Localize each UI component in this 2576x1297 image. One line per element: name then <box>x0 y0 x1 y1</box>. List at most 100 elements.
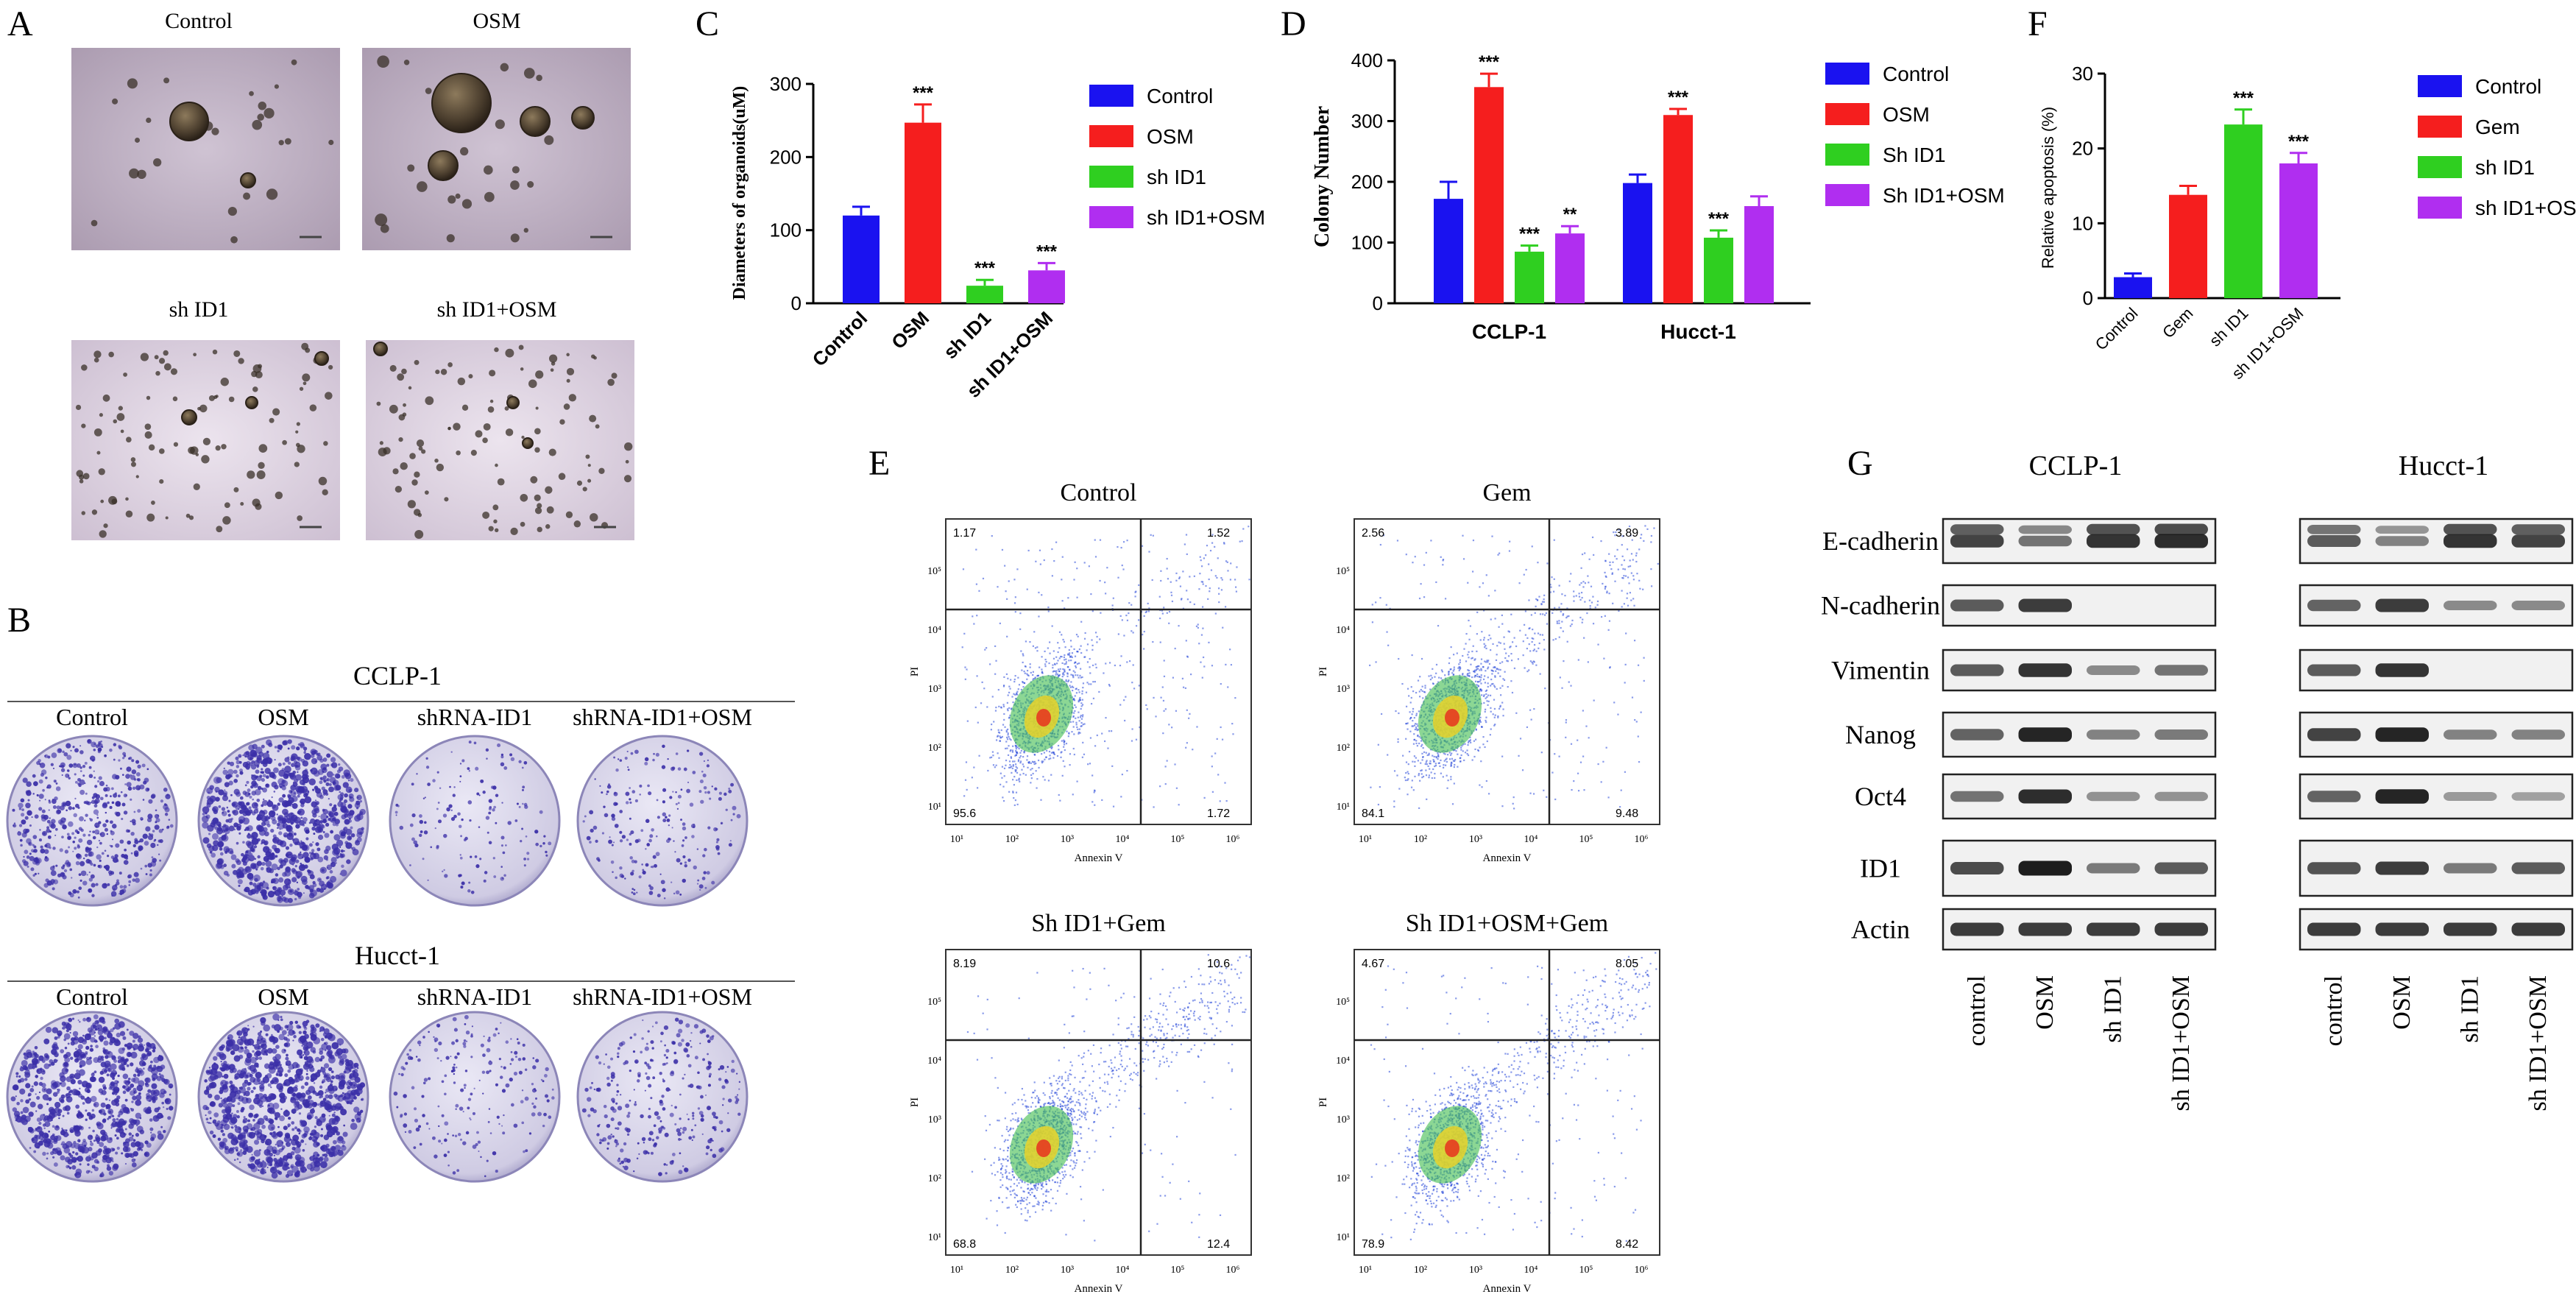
colony-dot <box>100 1061 107 1067</box>
colony-dot <box>127 840 132 845</box>
micro-cell <box>595 424 600 429</box>
flow-event <box>1003 713 1005 715</box>
colony-dot <box>57 1033 62 1037</box>
colony-dot <box>122 752 127 756</box>
colony-dot <box>104 849 107 852</box>
colony-dot <box>137 1037 144 1043</box>
colony-dot <box>682 839 685 842</box>
colony-dot <box>48 1130 51 1133</box>
colony-dot <box>495 1170 498 1173</box>
colony-dot <box>272 1056 277 1061</box>
colony-dot <box>395 814 397 816</box>
colony-dot <box>93 799 99 805</box>
colony-dot <box>208 1070 210 1073</box>
colony-dot <box>238 1036 241 1039</box>
colony-dot <box>251 774 258 781</box>
colony-dot <box>333 774 335 776</box>
colony-dot <box>353 1062 359 1068</box>
colony-dot <box>647 1065 651 1070</box>
colony-dot <box>509 1077 513 1082</box>
colony-dot <box>677 802 680 805</box>
colony-dot <box>93 1035 96 1037</box>
colony-dot <box>434 827 436 830</box>
micro-cell <box>587 478 592 483</box>
flow-event <box>1112 597 1114 599</box>
organoid <box>245 396 258 409</box>
colony-dot <box>209 1117 212 1120</box>
colony-dot <box>250 1089 254 1094</box>
colony-dot <box>629 842 632 846</box>
colony-dot <box>169 1106 174 1111</box>
colony-dot <box>158 1072 161 1075</box>
colony-dot <box>206 1121 209 1123</box>
colony-dot <box>702 773 707 778</box>
colony-dot <box>79 1163 82 1166</box>
colony-dot <box>312 1107 314 1109</box>
colony-dot <box>655 752 659 757</box>
colony-dot <box>711 785 713 788</box>
colony-dot <box>437 802 440 804</box>
colony-dot <box>309 852 316 860</box>
flow-event <box>1072 670 1075 672</box>
colony-dot <box>229 761 235 766</box>
colony-dot <box>487 1039 491 1042</box>
colony-dot <box>684 1167 688 1172</box>
colony-dot <box>488 1060 493 1065</box>
micro-cell <box>215 445 221 451</box>
colony-dot <box>214 1094 220 1100</box>
colony-dot <box>607 783 611 786</box>
colony-dot <box>294 889 297 892</box>
colony-dot <box>287 761 291 765</box>
micro-cell <box>302 373 311 382</box>
colony-dot <box>29 1088 35 1092</box>
flow-event <box>1068 732 1070 735</box>
micro-cell <box>249 91 254 96</box>
micro-cell <box>221 444 227 450</box>
colony-dot <box>126 782 132 788</box>
colony-dot <box>269 1166 277 1174</box>
colony-dot <box>128 1136 134 1142</box>
colony-dot <box>226 806 229 809</box>
micro-cell <box>453 423 461 431</box>
colony-dot <box>299 820 305 826</box>
micro-cell <box>111 498 118 505</box>
colony-dot <box>68 777 71 780</box>
colony-dot <box>110 787 114 791</box>
colony-dot <box>696 1086 699 1089</box>
colony-dot <box>627 768 630 771</box>
flow-event <box>1005 747 1007 750</box>
colony-dot <box>227 810 230 813</box>
micro-cell <box>489 399 494 403</box>
colony-dot <box>285 1056 289 1061</box>
colony-dot <box>147 863 152 868</box>
colony-dot <box>313 1165 320 1172</box>
colony-dot <box>50 870 57 876</box>
colony-dot <box>460 886 464 889</box>
colony-dot <box>455 1066 458 1069</box>
colony-dot <box>27 799 30 802</box>
colony-dot <box>273 791 276 793</box>
colony-dot <box>266 1047 273 1054</box>
colony-dot <box>265 1156 272 1163</box>
colony-dot <box>325 1094 330 1099</box>
colony-dot <box>615 1139 617 1141</box>
colony-dot <box>309 1067 315 1072</box>
colony-dot <box>308 1100 314 1106</box>
colony-dot <box>240 1086 244 1090</box>
micro-image-osm <box>362 48 631 250</box>
colony-dot <box>689 802 694 807</box>
colony-dot <box>327 1049 333 1056</box>
micro-cell <box>296 422 300 426</box>
colony-dot <box>215 796 220 802</box>
colony-dot <box>638 875 642 879</box>
colony-dot <box>308 778 316 785</box>
colony-dot <box>620 1148 624 1153</box>
colony-dot <box>94 822 100 828</box>
flow-event <box>1013 602 1016 604</box>
colony-dot <box>287 739 292 744</box>
colony-dot <box>431 1136 436 1140</box>
colony-dot <box>122 1073 129 1080</box>
colony-dot <box>297 1049 303 1056</box>
colony-dot <box>685 1042 690 1047</box>
colony-dot <box>691 1139 693 1142</box>
